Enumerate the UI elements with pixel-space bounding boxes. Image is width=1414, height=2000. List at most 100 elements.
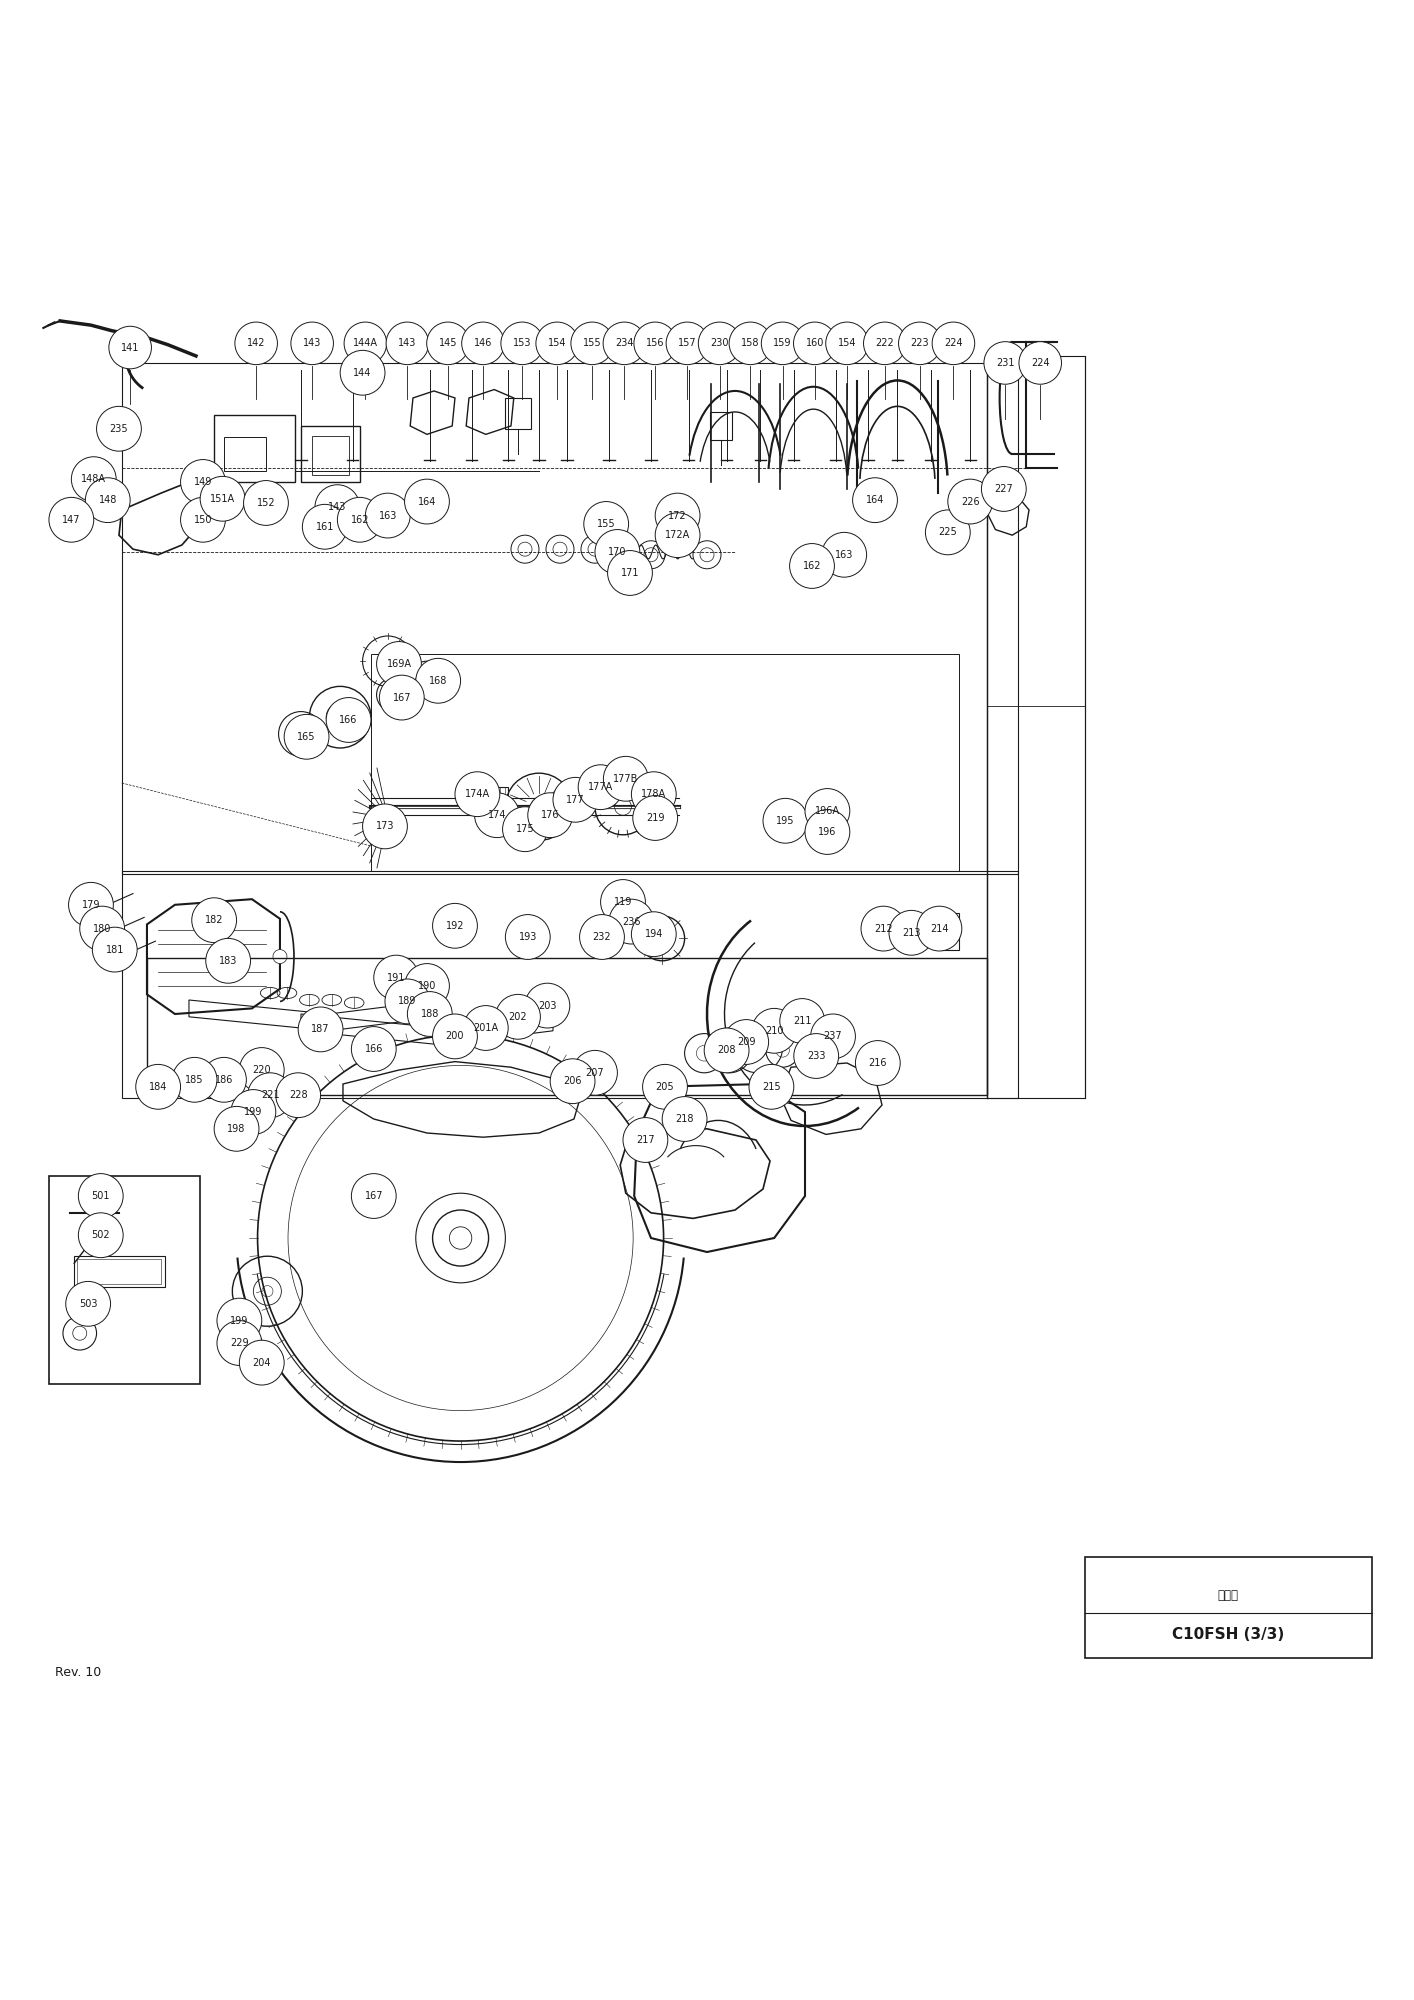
Circle shape xyxy=(239,1340,284,1386)
Text: 194: 194 xyxy=(645,930,663,940)
Text: 187: 187 xyxy=(311,1024,329,1034)
Circle shape xyxy=(502,806,547,852)
Circle shape xyxy=(793,322,836,364)
Text: 175: 175 xyxy=(516,824,534,834)
Text: 174A: 174A xyxy=(465,790,489,800)
Text: 232: 232 xyxy=(592,932,611,942)
Circle shape xyxy=(338,498,382,542)
Text: 233: 233 xyxy=(807,1052,826,1062)
Circle shape xyxy=(898,322,942,364)
Text: 152: 152 xyxy=(257,498,276,508)
Bar xyxy=(122,872,1018,1098)
Circle shape xyxy=(351,1026,396,1072)
Circle shape xyxy=(206,938,250,984)
Text: 177B: 177B xyxy=(614,774,639,784)
Circle shape xyxy=(78,1212,123,1258)
Circle shape xyxy=(550,1058,595,1104)
Text: 153: 153 xyxy=(513,338,532,348)
Bar xyxy=(481,788,508,826)
Circle shape xyxy=(925,510,970,554)
Text: 143: 143 xyxy=(303,338,321,348)
Circle shape xyxy=(655,512,700,558)
Bar xyxy=(1085,1558,1372,1658)
Text: 179: 179 xyxy=(82,900,100,910)
Bar xyxy=(370,654,959,872)
Circle shape xyxy=(789,544,834,588)
Circle shape xyxy=(864,322,906,364)
Text: 154: 154 xyxy=(549,338,567,348)
Circle shape xyxy=(462,322,505,364)
Circle shape xyxy=(327,698,370,742)
Text: 164: 164 xyxy=(417,496,436,506)
Circle shape xyxy=(981,466,1027,512)
Text: C10FSH (3/3): C10FSH (3/3) xyxy=(1172,1626,1284,1642)
Text: 151A: 151A xyxy=(211,494,235,504)
Text: 163: 163 xyxy=(836,550,854,560)
Circle shape xyxy=(404,964,450,1008)
Text: 214: 214 xyxy=(930,924,949,934)
Circle shape xyxy=(608,550,652,596)
Circle shape xyxy=(1019,342,1062,384)
Circle shape xyxy=(216,1298,262,1344)
Circle shape xyxy=(243,480,288,526)
Text: 162: 162 xyxy=(351,514,369,524)
Text: 192: 192 xyxy=(445,920,464,930)
Circle shape xyxy=(362,804,407,848)
Circle shape xyxy=(730,322,772,364)
Circle shape xyxy=(96,406,141,452)
Text: 169A: 169A xyxy=(386,658,411,668)
Circle shape xyxy=(464,1006,508,1050)
Text: 213: 213 xyxy=(902,928,921,938)
Circle shape xyxy=(724,1020,769,1064)
Circle shape xyxy=(78,1174,123,1218)
Text: 204: 204 xyxy=(253,1358,271,1368)
Text: 144: 144 xyxy=(354,368,372,378)
Text: 186: 186 xyxy=(215,1074,233,1084)
Text: 154: 154 xyxy=(837,338,857,348)
Bar xyxy=(312,436,349,474)
Circle shape xyxy=(662,1096,707,1142)
Text: 207: 207 xyxy=(585,1068,604,1078)
Circle shape xyxy=(109,326,151,368)
Circle shape xyxy=(536,322,578,364)
Text: 201A: 201A xyxy=(474,1024,498,1034)
Text: 223: 223 xyxy=(911,338,929,348)
Circle shape xyxy=(699,322,741,364)
Circle shape xyxy=(202,1058,246,1102)
Text: 162: 162 xyxy=(803,560,822,570)
Text: 147: 147 xyxy=(62,514,81,524)
Circle shape xyxy=(433,904,478,948)
Text: 206: 206 xyxy=(563,1076,581,1086)
Text: 211: 211 xyxy=(793,1016,812,1026)
Text: 226: 226 xyxy=(962,496,980,506)
Circle shape xyxy=(230,1090,276,1134)
Text: 222: 222 xyxy=(875,338,894,348)
Text: 219: 219 xyxy=(646,812,665,822)
Text: 145: 145 xyxy=(438,338,457,348)
Circle shape xyxy=(475,792,519,838)
Circle shape xyxy=(642,1064,687,1110)
Text: 199: 199 xyxy=(245,1108,263,1118)
Text: 155: 155 xyxy=(597,518,615,528)
Circle shape xyxy=(298,1008,344,1052)
Bar xyxy=(49,1176,201,1384)
Text: 178A: 178A xyxy=(641,790,666,800)
Circle shape xyxy=(855,1040,901,1086)
Circle shape xyxy=(376,642,421,686)
Text: 191: 191 xyxy=(387,972,406,982)
Text: 224: 224 xyxy=(1031,358,1049,368)
Circle shape xyxy=(505,914,550,960)
Circle shape xyxy=(181,498,225,542)
Text: 184: 184 xyxy=(148,1082,167,1092)
Circle shape xyxy=(609,900,653,944)
Bar xyxy=(214,414,296,482)
Text: 234: 234 xyxy=(615,338,633,348)
Text: 198: 198 xyxy=(228,1124,246,1134)
Circle shape xyxy=(284,714,329,760)
Text: 196A: 196A xyxy=(814,806,840,816)
Circle shape xyxy=(303,504,348,550)
Bar xyxy=(223,438,266,470)
Text: 167: 167 xyxy=(365,1192,383,1202)
Circle shape xyxy=(632,772,676,816)
Text: 502: 502 xyxy=(92,1230,110,1240)
